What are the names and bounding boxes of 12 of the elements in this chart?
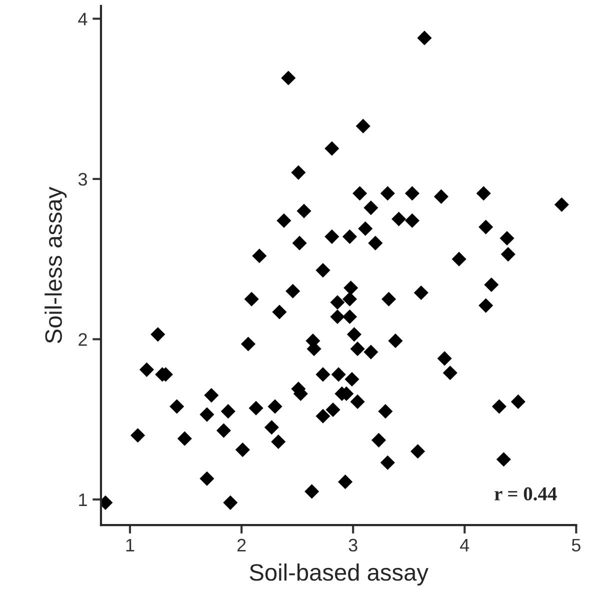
y-tick-label: 1: [79, 494, 87, 506]
y-tick-label: 4: [78, 12, 88, 26]
x-tick-label: 2: [237, 538, 246, 552]
y-tick-label: 3: [78, 172, 87, 186]
y-tick-label: 2: [78, 333, 87, 346]
annotation: r = 0.44: [494, 487, 557, 500]
x-tick-label: 1: [126, 538, 134, 552]
x-axis-title: Soil-based assay: [250, 563, 428, 586]
x-tick-label: 3: [348, 538, 358, 552]
y-axis-title: Soil-less assay: [44, 186, 67, 344]
x-tick-label: 5: [572, 538, 580, 552]
x-tick-label: 4: [460, 538, 470, 552]
